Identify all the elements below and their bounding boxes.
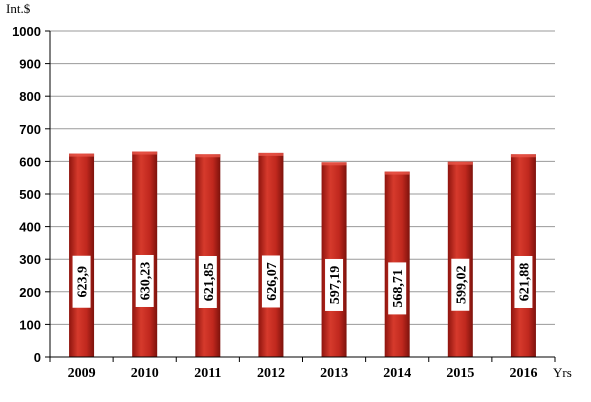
y-axis-title: Int.$: [6, 1, 31, 16]
data-label-box: [261, 255, 280, 308]
y-tick-label: 600: [19, 154, 41, 169]
data-label-box: [514, 255, 533, 308]
data-label-box: [325, 258, 344, 311]
data-label: 621,88: [517, 263, 532, 302]
x-tick-label: 2014: [383, 366, 411, 381]
data-label: 623,9: [76, 266, 91, 298]
labels: 0 100 200 300 400 500 600 700 800 900 1000 2009 623,…: [12, 24, 537, 381]
y-tick-label: 800: [19, 89, 41, 104]
y-tick-label: 100: [19, 317, 41, 332]
bar-2009: [69, 153, 95, 357]
data-label: 597,19: [328, 266, 343, 305]
x-axis-title: Yrs: [553, 365, 572, 380]
y-tick-label: 0: [34, 350, 41, 365]
y-tick-label: 500: [19, 187, 41, 202]
x-tick-label: 2016: [509, 366, 537, 381]
data-label-box: [198, 255, 217, 308]
bar-top-highlight: [195, 154, 221, 158]
bar-top-highlight: [447, 161, 473, 165]
bar-2012: [258, 152, 284, 357]
data-label: 599,02: [454, 265, 469, 304]
y-tick-label: 900: [19, 57, 41, 72]
data-label-box: [388, 262, 407, 315]
y-tick-label: 200: [19, 285, 41, 300]
gridlines: [50, 30, 555, 325]
data-label: 621,85: [202, 263, 217, 302]
bar-top-highlight: [384, 171, 410, 175]
data-label: 630,23: [139, 262, 154, 301]
x-tick-label: 2011: [194, 366, 221, 381]
bar-top-highlight: [258, 152, 284, 156]
x-tick-label: 2010: [131, 366, 159, 381]
y-tick-label: 300: [19, 252, 41, 267]
y-tick-label: 1000: [12, 24, 41, 39]
x-tick-label: 2013: [320, 366, 348, 381]
axes: [45, 30, 556, 362]
data-label-box: [135, 254, 154, 307]
bar-2010: [132, 151, 158, 357]
data-label-box: [72, 255, 91, 308]
y-tick-label: 700: [19, 122, 41, 137]
x-tick-label: 2012: [257, 366, 285, 381]
bar-top-highlight: [510, 154, 536, 158]
x-tick-label: 2015: [446, 366, 474, 381]
x-tick-label: 2009: [68, 366, 96, 381]
bars: [69, 151, 536, 357]
data-label: 626,07: [265, 262, 280, 301]
y-tick-label: 400: [19, 220, 41, 235]
bar-top-highlight: [321, 162, 347, 166]
bar-2016: [510, 154, 536, 357]
bar-top-highlight: [69, 153, 95, 157]
bar-2011: [195, 154, 221, 357]
data-label-box: [451, 258, 470, 311]
data-label: 568,71: [391, 269, 406, 308]
bar-top-highlight: [132, 151, 158, 155]
